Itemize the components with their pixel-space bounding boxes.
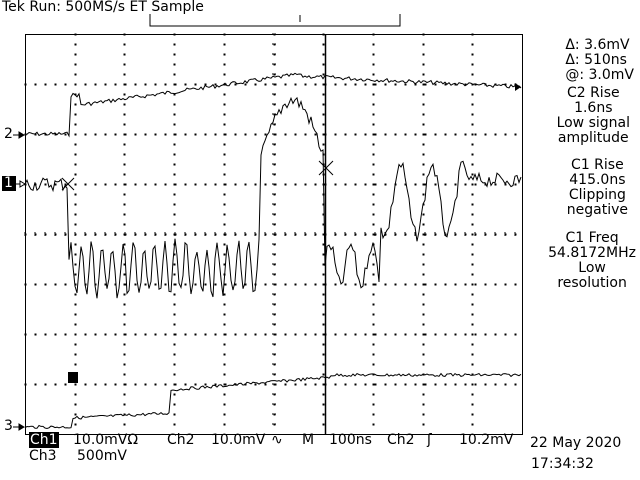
ch3-scale[interactable]: 500mV — [77, 448, 127, 464]
timebase-value[interactable]: 100ns — [329, 432, 372, 448]
ch3-marker: 3 — [4, 418, 13, 434]
bandwidth-limit-icon: ∿ — [271, 432, 283, 448]
trigger-level[interactable]: 10.2mV — [459, 432, 514, 448]
ch1-trace — [24, 96, 522, 299]
measurement-note: Low — [578, 260, 606, 276]
measurement-value: 415.0ns — [569, 172, 626, 188]
measurement-title: C1 Freq — [565, 230, 619, 246]
measurement-c1-rise: C1 Rise 415.0ns Clipping negative — [567, 158, 628, 218]
date: 22 May 2020 — [530, 435, 622, 451]
measurement-value: 54.8172MHz — [548, 245, 636, 261]
measurement-title: C2 Rise — [566, 85, 620, 101]
ch2-marker: 2 — [4, 126, 13, 142]
clock-time: 17:34:32 — [531, 456, 594, 472]
measurement-note: Clipping — [568, 187, 626, 203]
ch3-label[interactable]: Ch3 — [29, 448, 57, 464]
trigger-level-arrow[interactable] — [515, 83, 521, 91]
measurement-c2-rise: C2 Rise 1.6ns Low signal amplitude — [557, 86, 630, 146]
trigger-source[interactable]: Ch2 — [387, 432, 415, 448]
measurement-value: 1.6ns — [574, 100, 613, 116]
channel-ground-arrows — [13, 131, 26, 431]
cursor-delta-t: Δ: 510ns — [565, 52, 627, 68]
measurement-note: negative — [566, 202, 628, 218]
acquisition-status: Tek Run: 500MS/s ET Sample — [2, 0, 204, 15]
trigger-point-marker — [68, 372, 78, 383]
measurement-c1-freq: C1 Freq 54.8172MHz Low resolution — [548, 231, 636, 291]
ch2-trace — [24, 72, 522, 138]
graticule-grid — [24, 33, 517, 426]
timebase-label: M — [302, 432, 315, 448]
cursor-readout: Δ: 3.6mV Δ: 510ns @: 3.0mV — [565, 38, 634, 83]
cursor-x-markers — [61, 160, 334, 191]
ch2-label[interactable]: Ch2 — [167, 432, 195, 448]
trigger-position-bracket — [149, 14, 401, 27]
ch3-trace — [24, 372, 522, 430]
measurement-note: resolution — [557, 275, 627, 291]
cursor-delta-v: Δ: 3.6mV — [565, 37, 630, 53]
measurement-title: C1 Rise — [571, 157, 624, 173]
ch1-scale[interactable]: 10.0mVΩ — [73, 432, 139, 448]
ch1-marker: 1 — [4, 175, 13, 191]
trigger-slope-icon: ʃ — [427, 432, 432, 448]
ch1-badge: Ch1 — [29, 432, 59, 448]
ch1-label[interactable]: Ch1 — [29, 432, 59, 448]
cursor-at: @: 3.0mV — [565, 67, 634, 83]
measurement-note: amplitude — [557, 130, 629, 146]
ch2-scale[interactable]: 10.0mV — [211, 432, 266, 448]
measurement-note: Low signal — [556, 115, 630, 131]
